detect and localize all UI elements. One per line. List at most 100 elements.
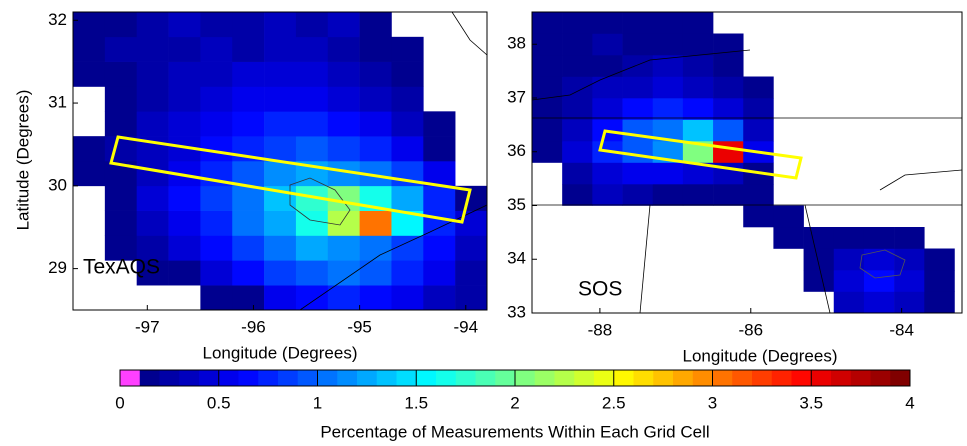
- colorbar-swatch: [594, 370, 615, 386]
- grid-cell: [359, 285, 392, 310]
- grid-cell: [168, 111, 201, 137]
- grid-cell: [327, 61, 360, 87]
- grid-cell: [200, 260, 233, 286]
- grid-cell: [136, 36, 169, 62]
- grid-cell: [232, 86, 265, 112]
- colorbar-swatch: [238, 370, 259, 386]
- grid-cell: [532, 141, 563, 163]
- grid-cell: [532, 76, 563, 99]
- colorbar-swatch: [633, 370, 654, 386]
- colorbar-swatch: [297, 370, 318, 386]
- grid-cell: [622, 55, 654, 77]
- grid-cell: [833, 248, 865, 271]
- grid-cell: [622, 76, 654, 99]
- grid-cell: [652, 184, 684, 206]
- grid-cell: [232, 36, 265, 62]
- x-axis-label: Longitude (Degrees): [683, 346, 838, 365]
- grid-cell: [327, 235, 360, 261]
- colorbar-label: Percentage of Measurements Within Each G…: [320, 422, 709, 441]
- colorbar-tick-label: 3: [708, 393, 717, 412]
- grid-cell: [423, 185, 456, 211]
- grid-cell: [391, 136, 424, 162]
- y-tick-label: 35: [507, 195, 526, 214]
- grid-cell: [713, 119, 744, 142]
- colorbar-swatch: [870, 370, 891, 386]
- colorbar: 0 0.5 1 1.5 2 2.5 3 3.5 4: [115, 369, 915, 412]
- colorbar-swatch: [357, 370, 378, 386]
- grid-cell: [532, 55, 563, 77]
- grid-cell: [295, 235, 329, 261]
- colorbar-swatch: [278, 370, 299, 386]
- grid-cell: [136, 111, 169, 137]
- colorbar-swatch: [574, 370, 595, 386]
- grid-cell: [104, 86, 137, 112]
- x-tick-label: -84: [889, 320, 914, 339]
- grid-cell: [232, 12, 265, 38]
- grid-cell: [359, 111, 392, 137]
- grid-cell: [200, 185, 233, 211]
- grid-cell: [622, 98, 654, 120]
- colorbar-tick-label: 3.5: [799, 393, 823, 412]
- x-tick-label: -96: [241, 317, 266, 336]
- grid-cell: [924, 291, 955, 313]
- grid-cell: [295, 111, 329, 137]
- grid-cell: [773, 227, 804, 249]
- grid-cell: [136, 260, 169, 286]
- grid-cell: [622, 184, 654, 206]
- y-tick-label: 29: [48, 258, 67, 277]
- cells: [532, 12, 955, 313]
- grid-cell: [423, 136, 456, 162]
- grid-cell: [391, 61, 424, 87]
- grid-cell: [592, 12, 623, 34]
- grid-cell: [532, 12, 563, 34]
- x-tick-label: -86: [738, 320, 763, 339]
- colorbar-swatch: [850, 370, 871, 386]
- flight-track-box: [109, 135, 472, 224]
- grid-cell: [136, 86, 169, 112]
- grid-cell: [232, 185, 265, 211]
- grid-cell: [359, 260, 392, 286]
- map-lines: [289, 12, 487, 310]
- grid-cell: [295, 136, 329, 162]
- grid-cell: [232, 61, 265, 87]
- colorbar-swatch: [673, 370, 694, 386]
- grid-cell: [682, 55, 714, 77]
- grid-cell: [391, 185, 424, 211]
- grid-cell: [803, 248, 835, 271]
- grid-cell: [264, 235, 297, 261]
- grid-cell: [295, 285, 329, 310]
- colorbar-swatch: [791, 370, 812, 386]
- grid-cell: [327, 285, 360, 310]
- grid-cell: [622, 162, 654, 185]
- grid-cell: [894, 227, 925, 249]
- grid-cell: [592, 98, 623, 120]
- grid-cell: [863, 291, 895, 313]
- grid-cell: [136, 185, 169, 211]
- grid-cell: [423, 260, 456, 286]
- grid-cell: [264, 61, 297, 87]
- colorbar-tick-label: 0.5: [207, 393, 231, 412]
- grid-cell: [894, 270, 925, 292]
- grid-cell: [232, 285, 265, 310]
- cells: [73, 12, 487, 310]
- grid-cell: [264, 210, 297, 236]
- y-tick-label: 30: [48, 175, 67, 194]
- grid-cell: [682, 12, 714, 34]
- grid-cell: [359, 12, 392, 38]
- grid-cell: [455, 235, 487, 261]
- grid-cell: [232, 210, 265, 236]
- grid-cell: [532, 98, 563, 120]
- grid-cell: [264, 161, 297, 187]
- grid-cell: [455, 210, 487, 236]
- grid-cell: [833, 227, 865, 249]
- grid-cell: [327, 86, 360, 112]
- colorbar-swatch: [752, 370, 773, 386]
- grid-cell: [264, 260, 297, 286]
- colorbar-swatch: [337, 370, 358, 386]
- grid-cell: [423, 111, 456, 137]
- colorbar-swatch: [890, 370, 911, 386]
- grid-cell: [743, 184, 774, 206]
- grid-cell: [136, 210, 169, 236]
- x-axis-label: Longitude (Degrees): [203, 343, 358, 362]
